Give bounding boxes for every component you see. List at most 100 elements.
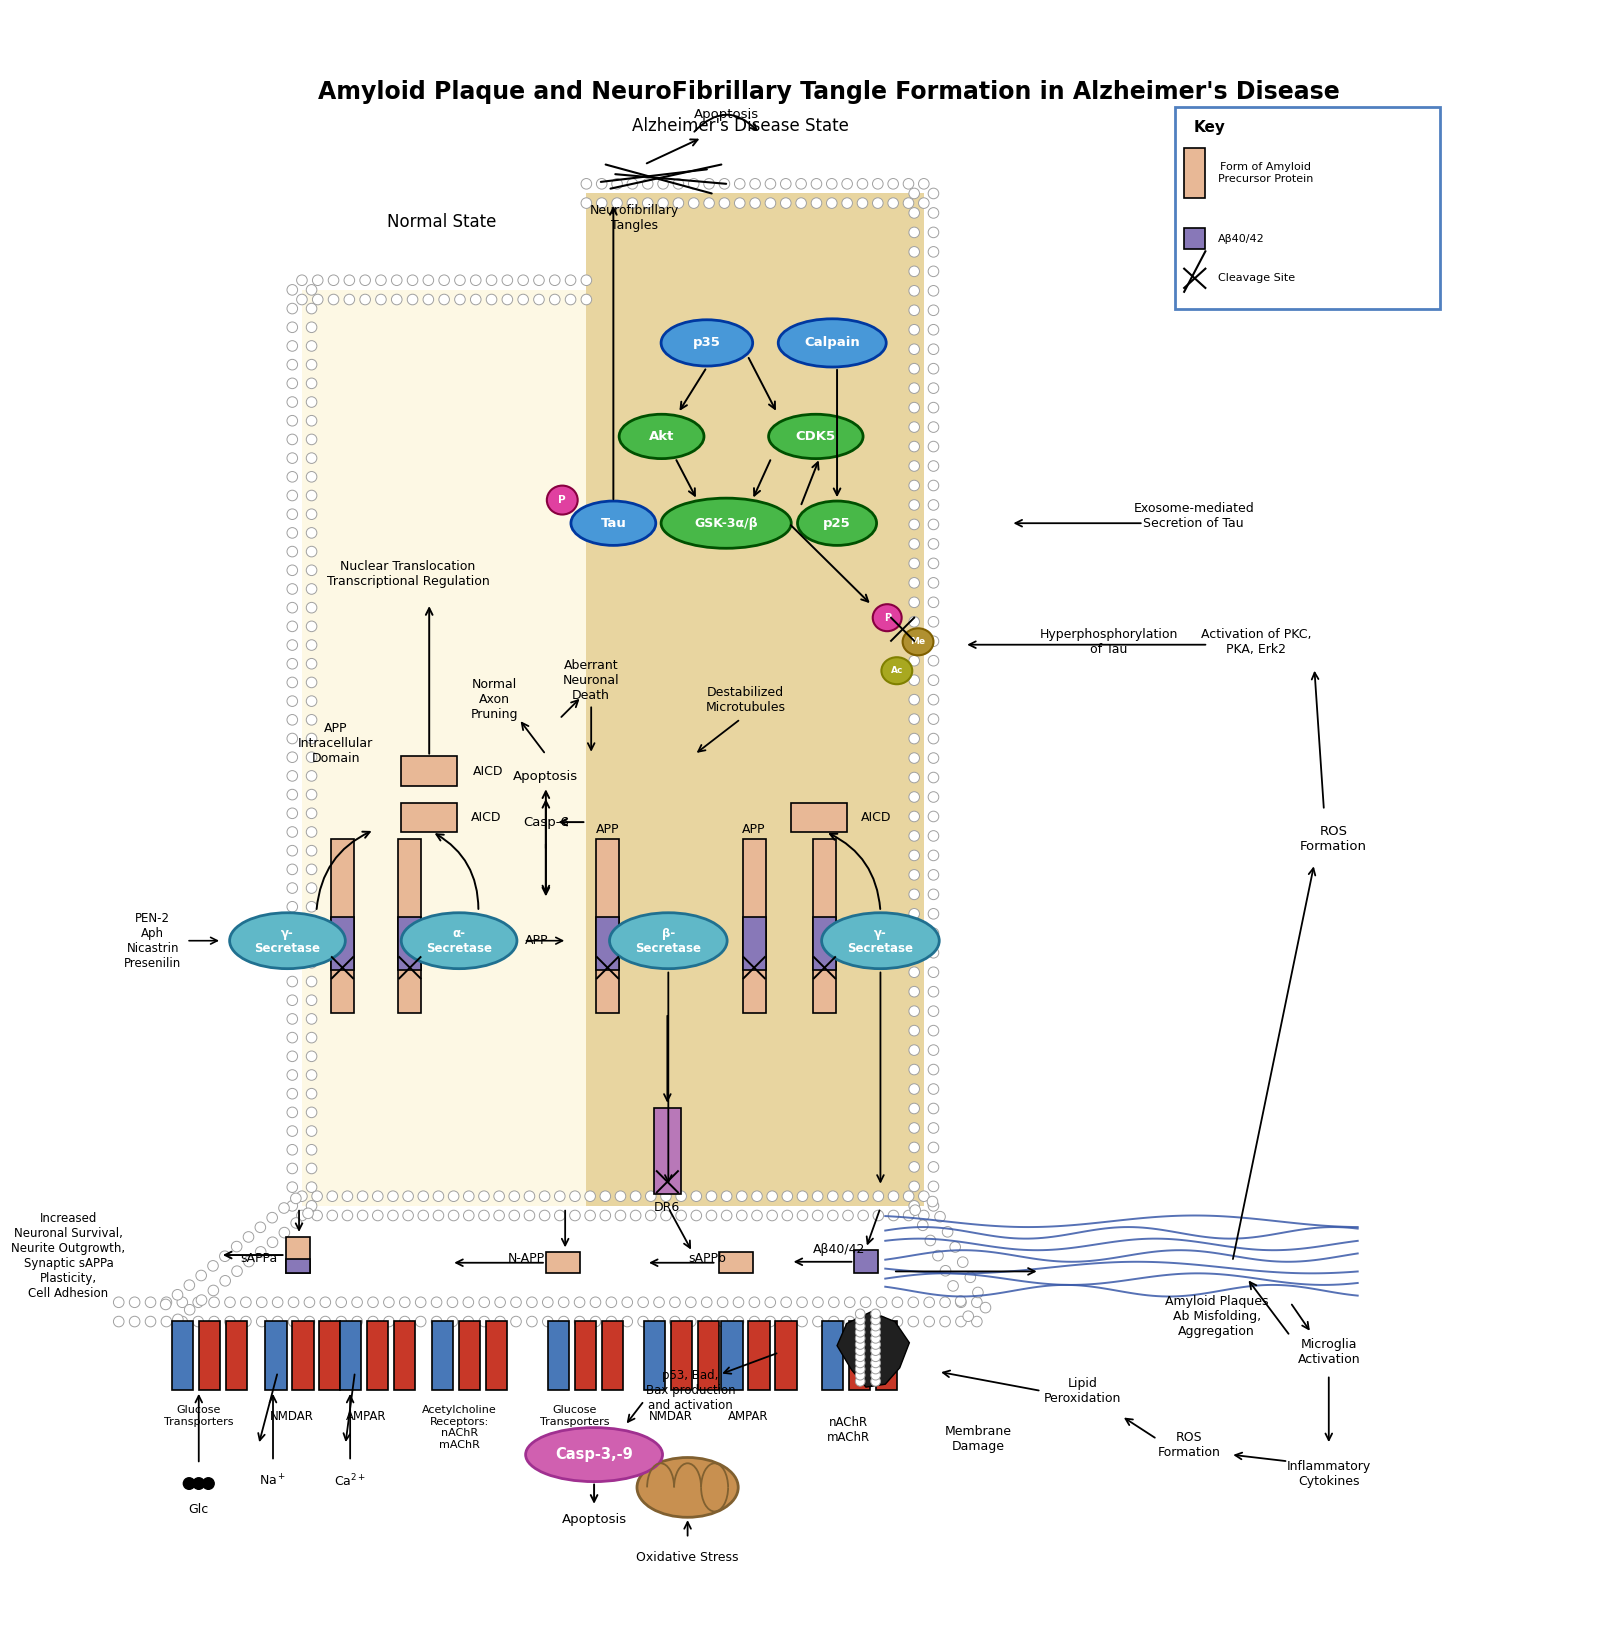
Circle shape [289, 1317, 298, 1327]
Circle shape [287, 304, 298, 314]
Circle shape [470, 294, 481, 305]
Text: Apoptosis: Apoptosis [513, 771, 579, 784]
Circle shape [929, 208, 938, 218]
Circle shape [622, 1317, 632, 1327]
Circle shape [130, 1317, 140, 1327]
Circle shape [518, 294, 528, 305]
Circle shape [306, 714, 318, 724]
Text: Apoptosis: Apoptosis [561, 1513, 627, 1526]
Circle shape [929, 812, 938, 822]
Circle shape [736, 1191, 747, 1201]
Circle shape [909, 1044, 919, 1056]
Circle shape [929, 1201, 938, 1211]
Text: Akt: Akt [650, 431, 674, 442]
Text: Na$^+$: Na$^+$ [260, 1473, 287, 1488]
Circle shape [241, 1297, 252, 1307]
Circle shape [287, 921, 298, 931]
Circle shape [645, 1209, 656, 1221]
Circle shape [909, 1162, 919, 1172]
Circle shape [797, 1191, 808, 1201]
Circle shape [372, 1191, 383, 1201]
Circle shape [478, 1209, 489, 1221]
Circle shape [929, 1044, 938, 1056]
Circle shape [909, 889, 919, 899]
Circle shape [855, 1322, 865, 1332]
Circle shape [306, 1125, 318, 1137]
Circle shape [581, 294, 592, 305]
Circle shape [306, 640, 318, 650]
Ellipse shape [547, 485, 577, 515]
Circle shape [306, 620, 318, 632]
Circle shape [675, 1191, 687, 1201]
Circle shape [972, 1287, 983, 1299]
Circle shape [929, 403, 938, 412]
Circle shape [929, 480, 938, 490]
Circle shape [942, 1226, 953, 1238]
Circle shape [929, 1162, 938, 1172]
Text: p35: p35 [693, 337, 720, 350]
Circle shape [494, 1191, 504, 1201]
Text: Casp-3,-9: Casp-3,-9 [555, 1447, 634, 1462]
Ellipse shape [610, 912, 727, 969]
Text: Aβ40/42: Aβ40/42 [1217, 234, 1264, 244]
Circle shape [812, 198, 821, 208]
Circle shape [403, 1191, 414, 1201]
Circle shape [391, 294, 403, 305]
Bar [401, 756, 457, 787]
Circle shape [306, 378, 318, 389]
Circle shape [929, 1104, 938, 1114]
Circle shape [114, 1297, 124, 1307]
Circle shape [306, 490, 318, 502]
Circle shape [287, 752, 298, 762]
Circle shape [486, 294, 497, 305]
Circle shape [306, 340, 318, 351]
Circle shape [287, 508, 298, 520]
Circle shape [929, 558, 938, 569]
Circle shape [643, 178, 653, 190]
Circle shape [480, 1317, 489, 1327]
Circle shape [306, 564, 318, 576]
Circle shape [706, 1191, 717, 1201]
Text: Tau: Tau [600, 516, 626, 530]
Text: Normal State: Normal State [387, 213, 496, 231]
Circle shape [306, 696, 318, 706]
Circle shape [909, 830, 919, 842]
Bar [286, 1259, 310, 1274]
Circle shape [494, 1297, 505, 1307]
Circle shape [871, 1376, 881, 1386]
Circle shape [306, 752, 318, 762]
Bar [743, 917, 765, 970]
Circle shape [926, 1236, 935, 1246]
Bar [602, 1320, 622, 1389]
Text: AMPAR: AMPAR [728, 1409, 768, 1422]
Circle shape [358, 1209, 367, 1221]
Circle shape [871, 1340, 881, 1350]
Bar [367, 1320, 388, 1389]
Circle shape [903, 178, 914, 190]
Circle shape [616, 1191, 626, 1201]
Bar [172, 1320, 192, 1389]
Ellipse shape [661, 320, 752, 366]
Circle shape [231, 1241, 242, 1252]
Circle shape [871, 1365, 881, 1374]
Circle shape [287, 360, 298, 370]
Circle shape [287, 1145, 298, 1155]
Circle shape [290, 1218, 302, 1228]
Circle shape [289, 1297, 298, 1307]
Circle shape [464, 1209, 475, 1221]
Circle shape [526, 1297, 537, 1307]
Circle shape [903, 1191, 914, 1201]
Circle shape [306, 921, 318, 931]
Text: Alzheimer's Disease State: Alzheimer's Disease State [632, 117, 849, 135]
Circle shape [909, 792, 919, 802]
Circle shape [919, 1209, 929, 1221]
Circle shape [287, 340, 298, 351]
Circle shape [958, 1257, 969, 1267]
Circle shape [306, 957, 318, 969]
Circle shape [909, 909, 919, 919]
Bar [393, 1320, 415, 1389]
Circle shape [367, 1297, 379, 1307]
Circle shape [706, 1209, 717, 1221]
Circle shape [565, 276, 576, 285]
Circle shape [279, 1228, 290, 1238]
